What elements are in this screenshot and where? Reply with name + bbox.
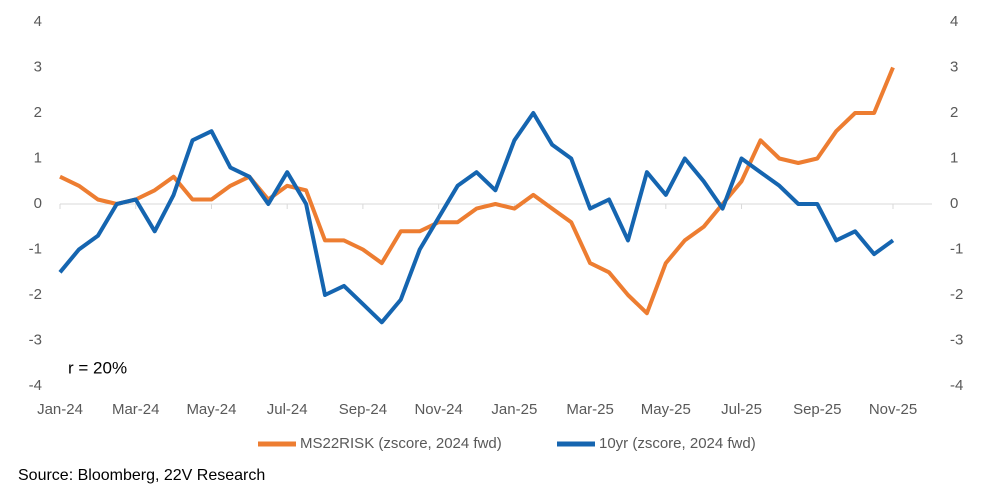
x-tick-label: Sep-25 (793, 401, 841, 418)
legend-label: 10yr (zscore, 2024 fwd) (599, 435, 756, 452)
x-tick-label: Jul-25 (721, 401, 762, 418)
y-tick-label: 3 (34, 58, 42, 75)
y2-tick-label: -2 (950, 286, 963, 303)
x-tick-label: May-24 (186, 401, 236, 418)
y-tick-label: -3 (29, 331, 42, 348)
y2-tick-label: 4 (950, 13, 958, 30)
y-tick-label: 0 (34, 195, 42, 212)
x-tick-label: Mar-24 (112, 401, 160, 418)
source: Source: Bloomberg, 22V Research (18, 467, 265, 484)
x-tick-label: Jan-24 (37, 401, 83, 418)
y-tick-label: -1 (29, 240, 42, 257)
x-tick-label: Mar-25 (566, 401, 614, 418)
y-tick-label: 1 (34, 149, 42, 166)
y-tick-label: 2 (34, 104, 42, 121)
x-tick-label: May-25 (641, 401, 691, 418)
x-tick-label: Jan-25 (491, 401, 537, 418)
y2-tick-label: -3 (950, 331, 963, 348)
y2-tick-label: 1 (950, 149, 958, 166)
y-tick-label: 4 (34, 13, 42, 30)
x-tick-label: Sep-24 (339, 401, 387, 418)
y-tick-label: -4 (29, 377, 42, 394)
y2-tick-label: -4 (950, 377, 963, 394)
annotation: r = 20% (68, 358, 127, 377)
y2-tick-label: 2 (950, 104, 958, 121)
y2-tick-label: 0 (950, 195, 958, 212)
y2-tick-label: -1 (950, 240, 963, 257)
x-tick-label: Nov-24 (414, 401, 462, 418)
y2-tick-label: 3 (950, 58, 958, 75)
legend-label: MS22RISK (zscore, 2024 fwd) (300, 435, 502, 452)
x-tick-label: Jul-24 (267, 401, 308, 418)
series-line (58, 111, 895, 325)
y-tick-label: -2 (29, 286, 42, 303)
series-line (59, 66, 895, 316)
x-tick-label: Nov-25 (869, 401, 917, 418)
